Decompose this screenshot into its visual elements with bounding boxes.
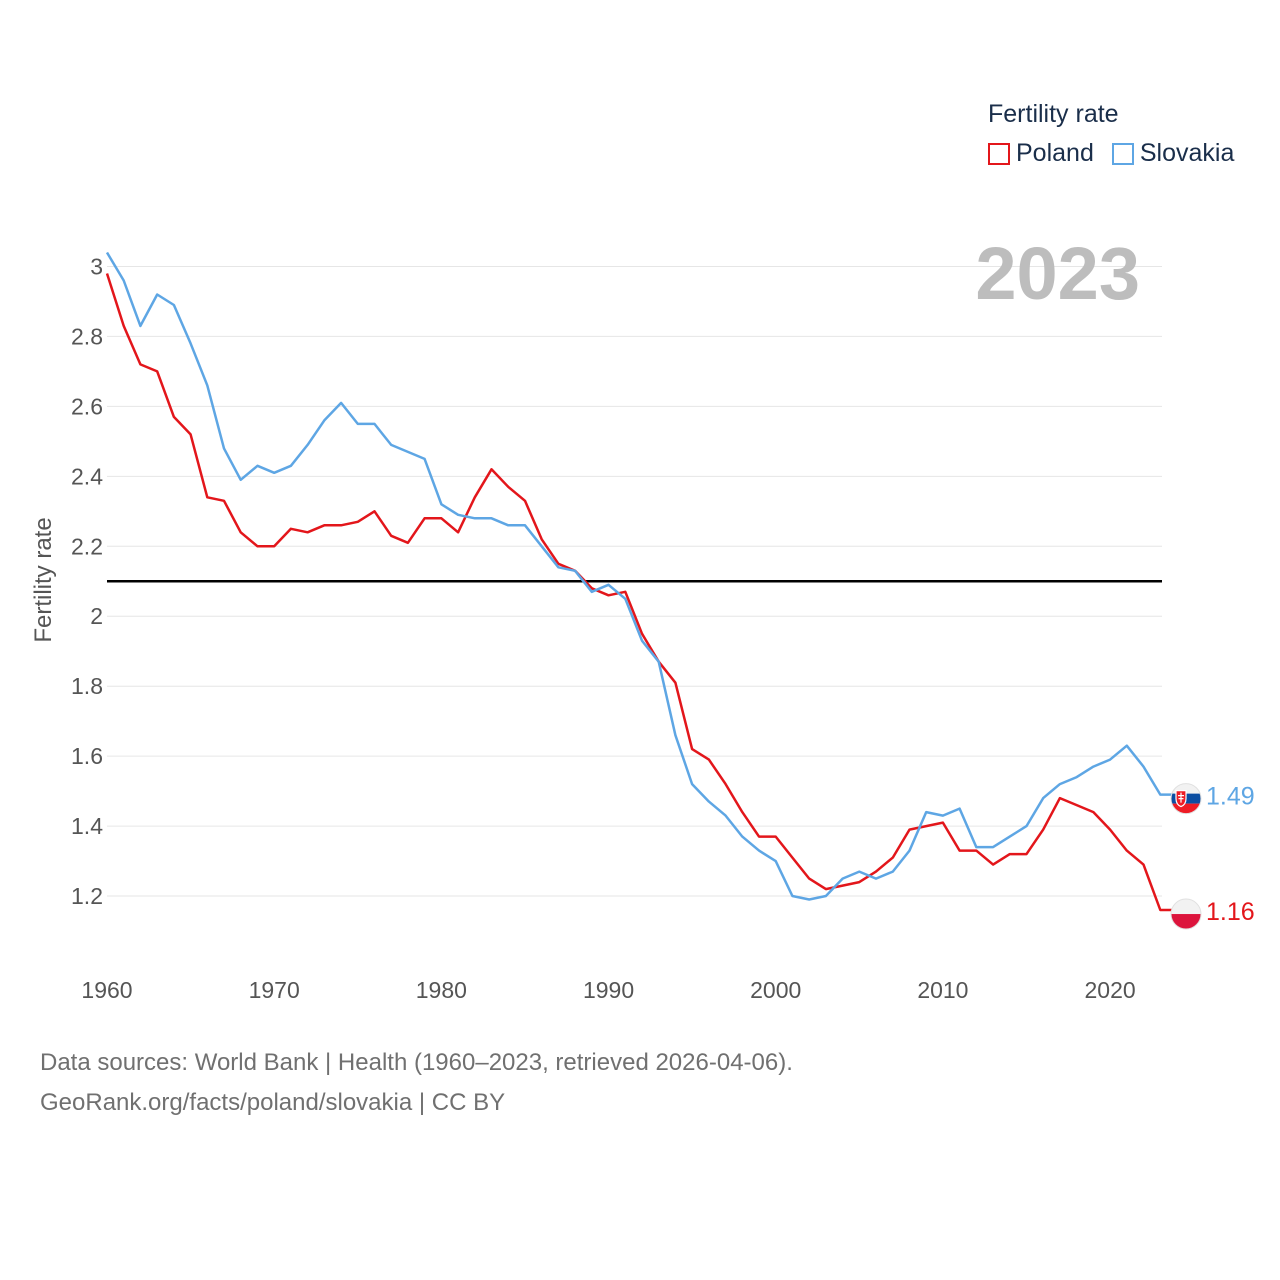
series-line-poland (105, 273, 1174, 912)
y-tick-label: 2.4 (71, 463, 103, 489)
series-line-slovakia (105, 251, 1174, 901)
x-tick-label: 1990 (583, 977, 634, 1003)
year-label: 2023 (975, 232, 1140, 315)
legend-swatch-poland (988, 142, 1010, 165)
flag-icon-slovakia (1170, 783, 1202, 815)
data-sources-text: Data sources: World Bank | Health (1960–… (40, 1049, 793, 1076)
x-tick-label: 1980 (416, 977, 467, 1003)
legend-item-poland[interactable]: Poland (988, 139, 1094, 168)
y-tick-label: 1.8 (71, 673, 103, 699)
y-tick-label: 1.4 (71, 813, 103, 839)
x-tick-label: 2000 (750, 977, 801, 1003)
end-markers: 1.16 1.49 (1170, 783, 1255, 930)
legend-title: Fertility rate (988, 100, 1119, 128)
x-tick-label: 2010 (917, 977, 968, 1003)
y-axis-label: Fertility rate (30, 517, 57, 642)
legend-swatch-slovakia (1111, 142, 1134, 165)
legend-item-slovakia[interactable]: Slovakia (1111, 139, 1235, 168)
source-link[interactable]: GeoRank.org/facts/poland/slovakia | CC B… (40, 1089, 506, 1116)
y-tick-label: 1.2 (71, 883, 103, 909)
y-tick-label: 2.6 (71, 393, 103, 419)
series-lines (105, 251, 1174, 912)
y-axis-ticks: 1.2 1.4 1.6 1.8 2 2.2 2.4 2.6 2.8 3 (71, 253, 103, 909)
legend-label-slovakia: Slovakia (1139, 139, 1235, 167)
x-tick-label: 1960 (81, 977, 132, 1003)
footer: Data sources: World Bank | Health (1960–… (40, 1043, 793, 1123)
y-tick-label: 1.6 (71, 743, 103, 769)
x-tick-label: 1970 (249, 977, 300, 1003)
end-value-poland: 1.16 (1206, 898, 1255, 926)
end-value-slovakia: 1.49 (1206, 783, 1255, 811)
x-axis-ticks: 1960 1970 1980 1990 2000 2010 2020 (81, 977, 1135, 1003)
y-tick-label: 3 (90, 253, 103, 279)
legend-label-poland: Poland (1016, 139, 1094, 167)
y-tick-label: 2.2 (71, 533, 103, 559)
legend: Fertility rate Poland Slovakia (988, 100, 1252, 168)
y-tick-label: 2 (90, 603, 103, 629)
y-tick-label: 2.8 (71, 323, 103, 349)
x-tick-label: 2020 (1085, 977, 1136, 1003)
flag-icon-poland (1170, 898, 1202, 930)
